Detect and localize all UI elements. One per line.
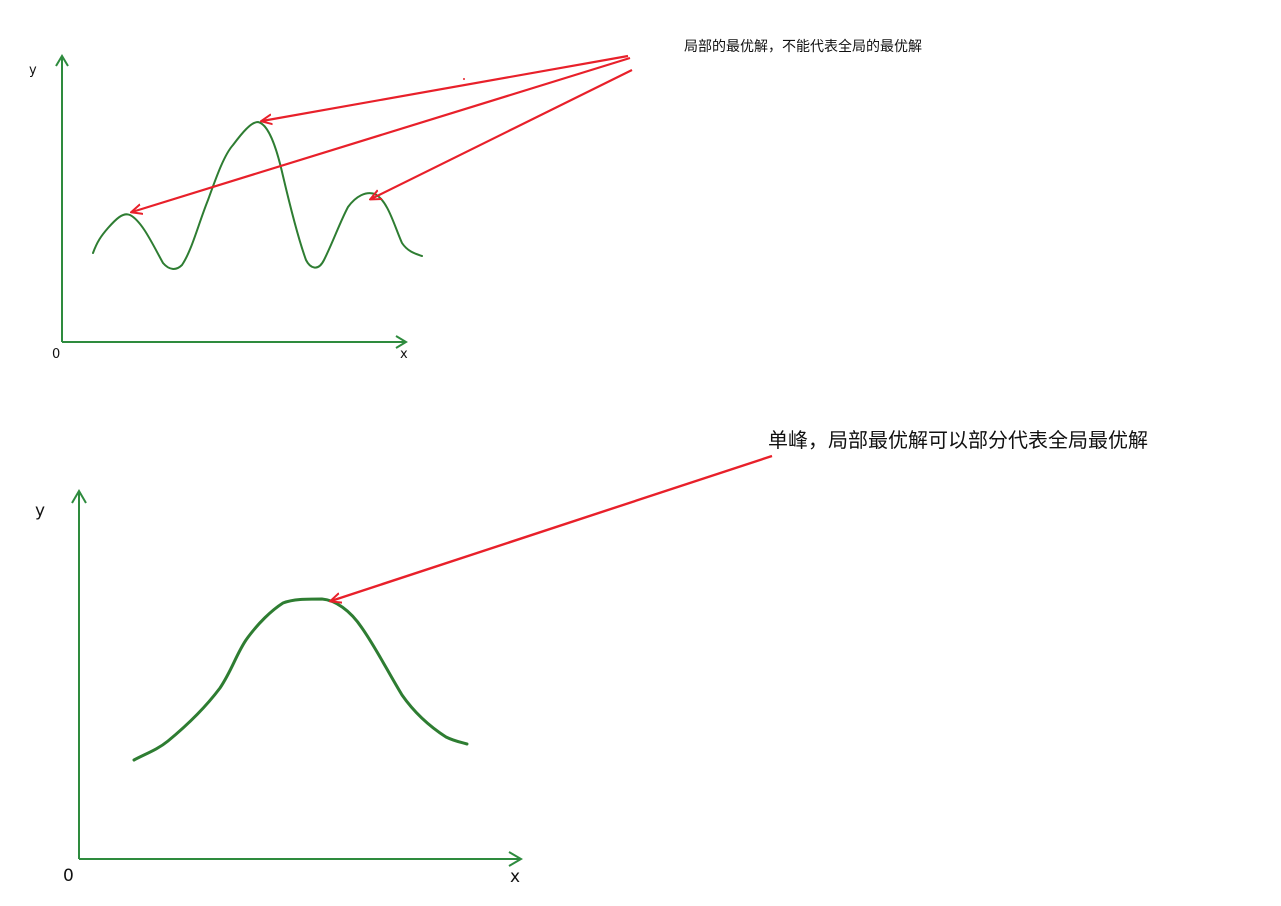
bottom-figure: y x 0 单峰，局部最优解可以部分代表全局最优解 — [35, 428, 1148, 887]
arrow-to-left-peak — [132, 56, 631, 212]
bottom-x-label: x — [510, 867, 520, 887]
bottom-axes — [71, 489, 523, 867]
top-origin-label: 0 — [52, 347, 60, 362]
bottom-unimodal-curve — [132, 597, 469, 762]
top-red-arrows — [132, 54, 633, 212]
top-y-axis-arrowhead — [55, 54, 69, 67]
bottom-x-axis-arrowhead — [508, 851, 523, 867]
arrow-to-right-peak — [371, 69, 633, 199]
arrow-to-middle-peak — [262, 54, 629, 121]
arrow-to-single-peak — [331, 454, 773, 601]
bottom-red-arrows — [331, 454, 773, 601]
bottom-origin-label: 0 — [63, 866, 74, 886]
bottom-y-label: y — [35, 501, 45, 521]
top-y-label: y — [29, 63, 37, 78]
top-x-label: x — [400, 347, 408, 362]
bottom-y-axis-arrowhead — [71, 489, 87, 504]
top-figure: y x 0 局部的最优解，不能代表全局的最优解 — [29, 38, 922, 362]
bottom-annotation: 单峰，局部最优解可以部分代表全局最优解 — [768, 428, 1148, 452]
top-axes — [55, 54, 408, 349]
top-x-axis-arrowhead — [395, 335, 408, 349]
stray-red-dot — [463, 78, 465, 80]
top-annotation: 局部的最优解，不能代表全局的最优解 — [684, 38, 922, 55]
top-multimodal-curve — [92, 121, 423, 270]
